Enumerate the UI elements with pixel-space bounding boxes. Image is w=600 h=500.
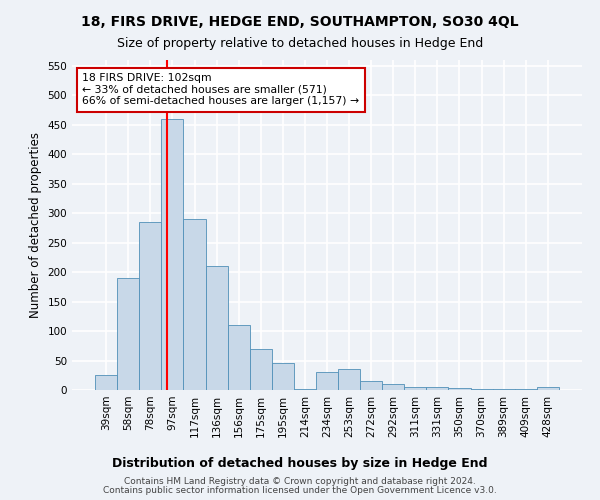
- Bar: [404, 387, 427, 390]
- Bar: [316, 372, 338, 390]
- Bar: [427, 387, 448, 390]
- Bar: [294, 389, 316, 390]
- Text: 18 FIRS DRIVE: 102sqm
← 33% of detached houses are smaller (571)
66% of semi-det: 18 FIRS DRIVE: 102sqm ← 33% of detached …: [82, 73, 359, 106]
- Bar: [206, 266, 227, 390]
- Bar: [184, 219, 206, 390]
- Text: Contains HM Land Registry data © Crown copyright and database right 2024.: Contains HM Land Registry data © Crown c…: [124, 477, 476, 486]
- Bar: [117, 278, 139, 390]
- Bar: [382, 384, 404, 390]
- Bar: [448, 388, 470, 390]
- Text: Size of property relative to detached houses in Hedge End: Size of property relative to detached ho…: [117, 38, 483, 51]
- Bar: [338, 370, 360, 390]
- Bar: [493, 389, 515, 390]
- Bar: [139, 222, 161, 390]
- Bar: [470, 389, 493, 390]
- Bar: [95, 376, 117, 390]
- Text: Distribution of detached houses by size in Hedge End: Distribution of detached houses by size …: [112, 458, 488, 470]
- Bar: [537, 387, 559, 390]
- Bar: [250, 349, 272, 390]
- Y-axis label: Number of detached properties: Number of detached properties: [29, 132, 42, 318]
- Bar: [272, 364, 294, 390]
- Text: 18, FIRS DRIVE, HEDGE END, SOUTHAMPTON, SO30 4QL: 18, FIRS DRIVE, HEDGE END, SOUTHAMPTON, …: [81, 15, 519, 29]
- Bar: [161, 119, 184, 390]
- Bar: [360, 381, 382, 390]
- Text: Contains public sector information licensed under the Open Government Licence v3: Contains public sector information licen…: [103, 486, 497, 495]
- Bar: [227, 325, 250, 390]
